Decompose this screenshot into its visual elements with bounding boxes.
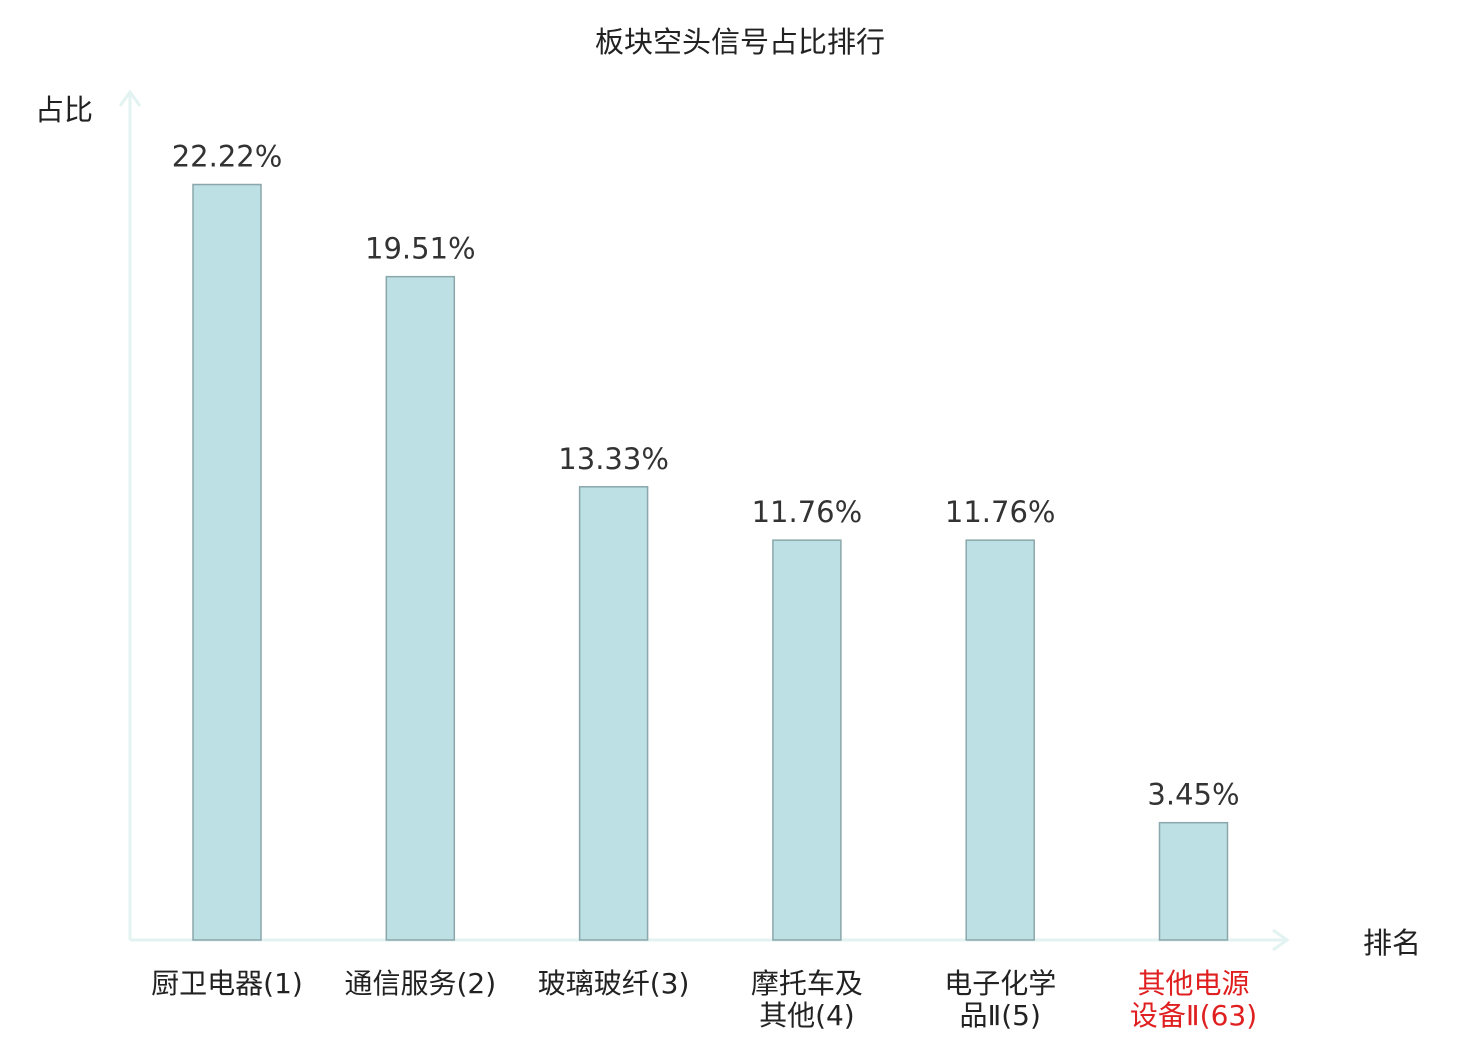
bar [578,486,649,941]
x-axis-label: 排名 [1363,926,1421,960]
bar-value-label: 11.76% [752,495,863,529]
x-tick-label: 厨卫电器(1) [151,967,303,1000]
x-axis-arrow [1272,928,1290,952]
y-axis-arrow [118,89,142,107]
bar-value-label: 13.33% [558,442,669,476]
x-tick-label: 摩托车及 [751,967,863,1000]
bar [965,539,1035,941]
x-tick-label: 其他电源 [1137,967,1249,1000]
x-tick-label: 电子化学 [944,967,1056,1000]
bar-value-label: 19.51% [365,232,476,266]
value-labels-group: 22.22% 19.51% 13.33% 11.76% 11.76% 3.45% [172,140,1240,812]
axes [118,89,1290,952]
bar-value-label: 3.45% [1147,778,1239,812]
x-tick-label: 玻璃玻纤(3) [538,967,690,1000]
x-tick-label: 其他(4) [759,999,855,1032]
bar-value-label: 22.22% [172,140,283,174]
bars-group [192,183,1229,941]
x-tick-label: 通信服务(2) [344,967,496,1000]
bar [385,275,456,941]
bar [192,183,262,941]
x-tick-label: 品Ⅱ(5) [959,999,1040,1032]
y-axis-label: 占比 [35,93,93,127]
chart-title: 板块空头信号占比排行 [595,25,885,59]
bar-value-label: 11.76% [945,495,1056,529]
bar [1158,821,1229,941]
x-tick-label: 设备Ⅱ(63) [1130,999,1257,1032]
bar [772,539,842,941]
